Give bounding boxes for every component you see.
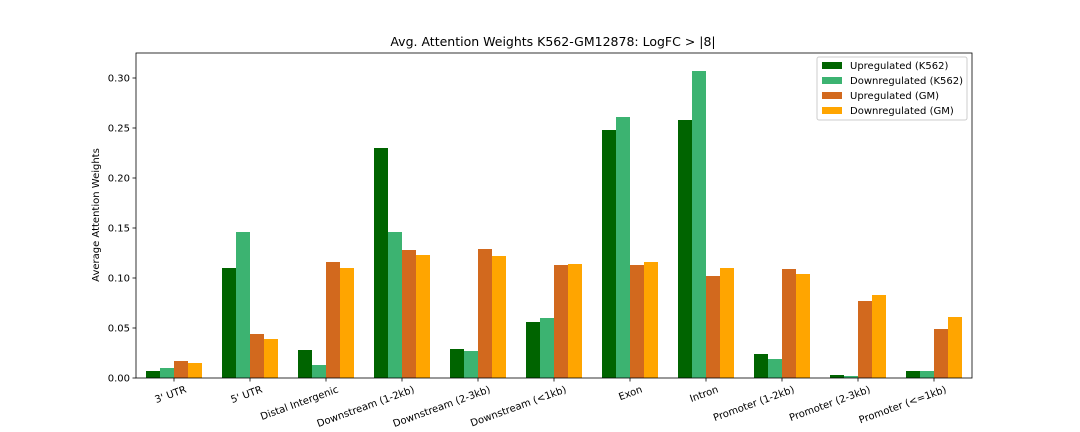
bars-group [146, 71, 962, 378]
bar [526, 322, 540, 378]
bar [298, 350, 312, 378]
bar [844, 376, 858, 378]
y-tick-label: 0.30 [108, 74, 130, 85]
y-tick-label: 0.00 [108, 374, 130, 385]
y-ticks: 0.00 0.05 0.10 0.15 0.20 0.25 0.30 [108, 74, 136, 385]
bar [340, 268, 354, 378]
bar [554, 265, 568, 378]
bar [568, 264, 582, 378]
bar [450, 349, 464, 378]
legend-label: Downregulated (K562) [850, 76, 963, 87]
bar [920, 371, 934, 378]
bar [906, 371, 920, 378]
bar [616, 117, 630, 378]
bar [174, 361, 188, 378]
bar [782, 269, 796, 378]
legend-swatch [822, 77, 842, 84]
bar [644, 262, 658, 378]
legend-label: Upregulated (K562) [850, 61, 948, 72]
bar [236, 232, 250, 378]
legend-swatch [822, 92, 842, 99]
bar [692, 71, 706, 378]
bar [934, 329, 948, 378]
x-tick-label: Promoter (1-2kb) [712, 384, 796, 424]
bar [678, 120, 692, 378]
bar [416, 255, 430, 378]
legend-box [816, 56, 968, 121]
bar [478, 249, 492, 378]
bar [464, 351, 478, 378]
bar [402, 250, 416, 378]
bar [706, 276, 720, 378]
bar [222, 268, 236, 378]
bar [312, 365, 326, 378]
y-tick-label: 0.05 [108, 324, 130, 335]
bar [492, 256, 506, 378]
legend-swatch [822, 107, 842, 114]
x-tick-label: Intron [688, 384, 720, 404]
bar [374, 148, 388, 378]
bar [754, 354, 768, 378]
legend-swatch [822, 62, 842, 69]
bar [188, 363, 202, 378]
bar [630, 265, 644, 378]
bar [326, 262, 340, 378]
y-tick-label: 0.10 [108, 274, 130, 285]
bar [768, 359, 782, 378]
x-tick-label: 5' UTR [230, 384, 265, 406]
bar [540, 318, 554, 378]
y-axis-label: Average Attention Weights [91, 148, 102, 282]
x-tick-label: Exon [617, 384, 644, 403]
bar [250, 334, 264, 378]
bar [858, 301, 872, 378]
y-tick-label: 0.20 [108, 174, 130, 185]
legend-label: Downregulated (GM) [850, 106, 954, 117]
legend-label: Upregulated (GM) [850, 91, 939, 102]
chart-title: Avg. Attention Weights K562-GM12878: Log… [390, 34, 715, 49]
bar [146, 371, 160, 378]
bar [872, 295, 886, 378]
bar [264, 339, 278, 378]
x-tick-label: Promoter (<=1kb) [858, 384, 948, 426]
y-tick-label: 0.25 [108, 124, 130, 135]
y-tick-label: 0.15 [108, 224, 130, 235]
bar [388, 232, 402, 378]
bar [948, 317, 962, 378]
x-tick-label: 3' UTR [154, 384, 189, 406]
bar [830, 375, 844, 378]
bar [720, 268, 734, 378]
legend: Upregulated (K562) Downregulated (K562) Up… [816, 56, 968, 121]
bar [160, 368, 174, 378]
bar [796, 274, 810, 378]
bar [602, 130, 616, 378]
